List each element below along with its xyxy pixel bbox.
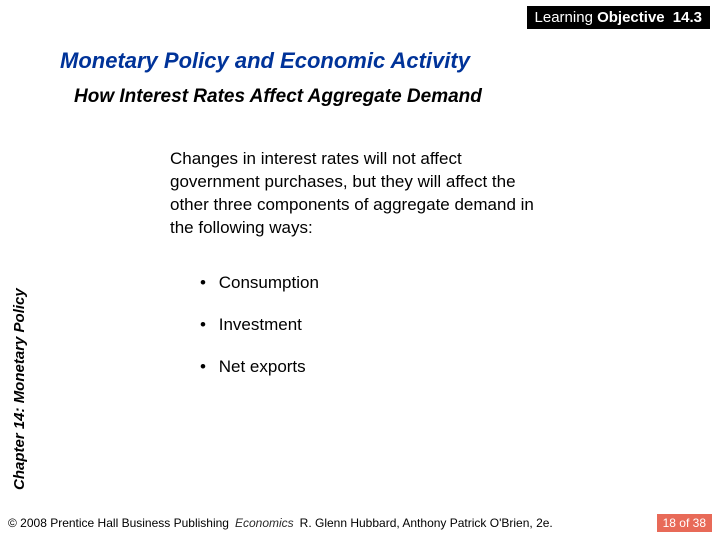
bullet-dot-icon: • [200,314,214,336]
bullet-text: Investment [219,315,302,334]
list-item: • Net exports [200,356,319,378]
page-current: 18 [663,516,676,530]
lo-label-objective: Objective [597,9,665,26]
lo-number: 14.3 [669,9,702,26]
bullet-text: Net exports [219,357,306,376]
chapter-side-label: Chapter 14: Monetary Policy [11,288,28,490]
footer-book-title: Economics [229,516,300,530]
lo-label-learning: Learning [535,9,593,26]
body-paragraph: Changes in interest rates will not affec… [170,148,540,240]
slide-subtitle: How Interest Rates Affect Aggregate Dema… [74,86,690,108]
learning-objective-badge: Learning Objective 14.3 [527,6,710,29]
slide-title: Monetary Policy and Economic Activity [60,48,690,74]
footer-authors: R. Glenn Hubbard, Anthony Patrick O'Brie… [300,516,651,530]
page-number-badge: 18 of 38 [657,514,712,532]
page-total: 38 [693,516,706,530]
footer: © 2008 Prentice Hall Business Publishing… [8,514,712,532]
bullet-dot-icon: • [200,356,214,378]
page-of: of [679,516,689,530]
list-item: • Investment [200,314,319,336]
bullet-list: • Consumption • Investment • Net exports [200,272,319,398]
slide: Learning Objective 14.3 Monetary Policy … [0,0,720,540]
bullet-dot-icon: • [200,272,214,294]
footer-publisher: © 2008 Prentice Hall Business Publishing [8,516,229,530]
bullet-text: Consumption [219,273,319,292]
list-item: • Consumption [200,272,319,294]
